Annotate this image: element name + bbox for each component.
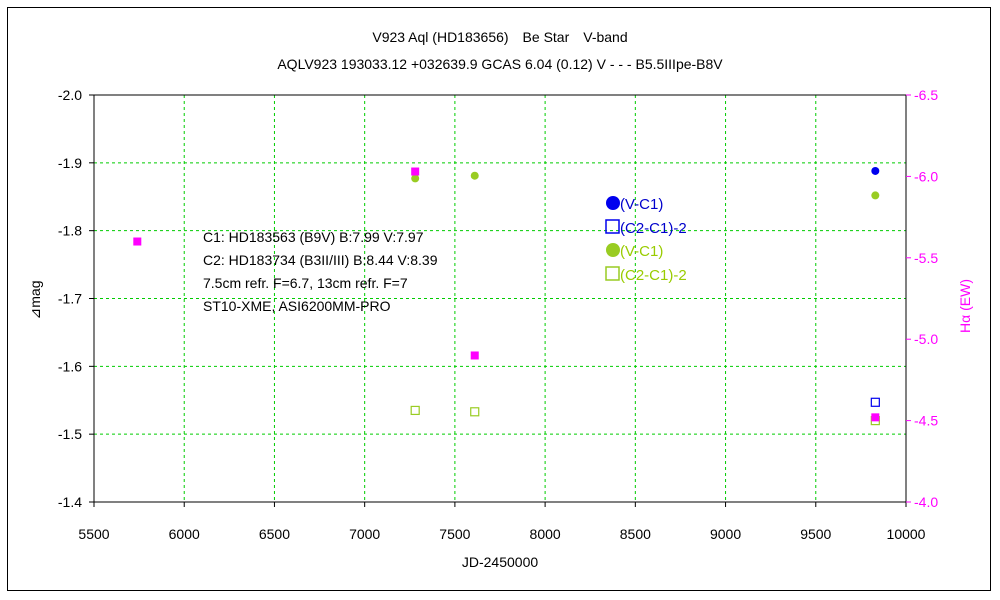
- y2-tick-label: -6.5: [914, 87, 938, 103]
- y2-tick-label: -5.5: [914, 250, 938, 266]
- y-axis-label: ⊿mag: [27, 281, 43, 320]
- x-tick-label: 7000: [349, 526, 380, 542]
- y-tick-label: -1.8: [58, 223, 82, 239]
- data-point-halpha: [411, 167, 420, 176]
- annotation-line-1: C1: HD183563 (B9V) B:7.99 V:7.97: [203, 229, 424, 245]
- y2-tick-label: -6.0: [914, 168, 938, 184]
- data-point-halpha: [470, 351, 479, 360]
- x-tick-label: 7500: [439, 526, 470, 542]
- y2-tick-label: -4.0: [914, 494, 938, 510]
- x-tick-label: 8500: [620, 526, 651, 542]
- legend-marker-blue-square: [605, 219, 620, 234]
- data-point-green-circle: [470, 171, 479, 180]
- y-tick-label: -1.7: [58, 291, 82, 307]
- y-tick-label: -1.5: [58, 426, 82, 442]
- y2-tick-label: -5.0: [914, 331, 938, 347]
- legend-label-4: (C2-C1)-2: [620, 267, 687, 284]
- legend-label-3: (V-C1): [620, 243, 663, 260]
- y2-axis-label: Hα (EW): [957, 279, 973, 333]
- y-tick-label: -1.6: [58, 358, 82, 374]
- data-point-green-square: [470, 407, 480, 417]
- chart-subtitle: AQLV923 193033.12 +032639.9 GCAS 6.04 (0…: [277, 56, 723, 72]
- y-tick-label: -2.0: [58, 87, 82, 103]
- y-tick-label: -1.9: [58, 155, 82, 171]
- x-tick-label: 6000: [169, 526, 200, 542]
- x-tick-label: 9000: [710, 526, 741, 542]
- data-point-blue-circle: [871, 166, 880, 175]
- y2-axis-ticks: -6.5 -6.0 -5.5 -5.0 -4.5 -4.0: [906, 87, 938, 510]
- legend-label-1: (V-C1): [620, 196, 663, 213]
- x-tick-label: 8000: [530, 526, 561, 542]
- data-point-green-circle: [411, 174, 420, 183]
- x-axis-ticks: 5500 6000 6500 7000 7500 8000 8500 9000 9500 1000…: [78, 502, 926, 542]
- x-tick-label: 6500: [259, 526, 290, 542]
- annotation-line-2: C2: HD183734 (B3II/III) B:8.44 V:8.39: [203, 252, 438, 268]
- chart-frame: [7, 7, 991, 591]
- y2-tick-label: -4.5: [914, 413, 938, 429]
- y-tick-label: -1.4: [58, 494, 82, 510]
- data-point-blue-square: [870, 397, 880, 407]
- annotation-line-4: ST10-XME, ASI6200MM-PRO: [203, 298, 391, 314]
- x-tick-label: 5500: [78, 526, 109, 542]
- x-tick-label: 10000: [887, 526, 926, 542]
- legend-marker-blue-circle: [606, 196, 620, 210]
- chart-title: V923 Aql (HD183656) Be Star V-band: [372, 29, 627, 45]
- data-point-halpha: [133, 237, 142, 246]
- legend: (V-C1) (C2-C1)-2 (V-C1) (C2-C1)-2: [605, 196, 687, 284]
- legend-marker-green-square: [605, 266, 620, 281]
- data-point-halpha: [871, 413, 880, 422]
- x-tick-label: 9500: [800, 526, 831, 542]
- legend-label-2: (C2-C1)-2: [620, 220, 687, 237]
- annotation-line-3: 7.5cm refr. F=6.7, 13cm refr. F=7: [203, 275, 408, 291]
- y-axis-ticks: -2.0 -1.9 -1.8 -1.7 -1.6 -1.5 -1.4: [58, 87, 94, 510]
- data-marks: [133, 166, 880, 426]
- data-point-green-circle: [871, 191, 880, 200]
- x-axis-label: JD-2450000: [462, 554, 538, 570]
- annotation-block: C1: HD183563 (B9V) B:7.99 V:7.97 C2: HD1…: [203, 229, 438, 314]
- legend-marker-green-circle: [606, 243, 620, 257]
- data-point-green-square: [410, 405, 420, 416]
- grid-lines: [94, 95, 906, 502]
